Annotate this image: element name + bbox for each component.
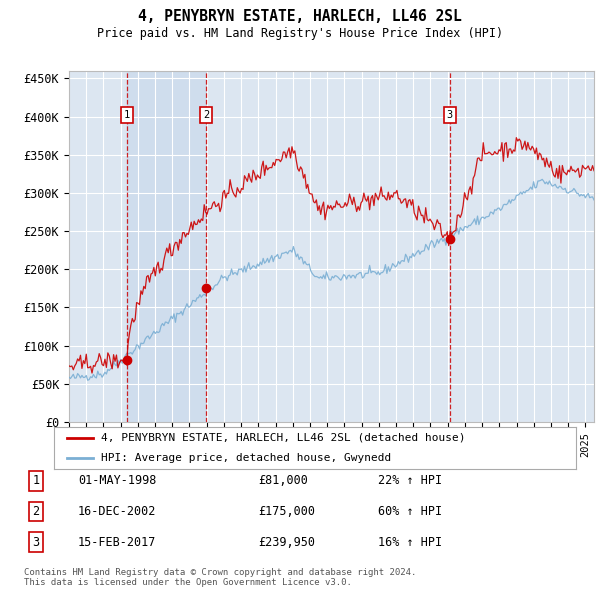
Text: 4, PENYBRYN ESTATE, HARLECH, LL46 2SL (detached house): 4, PENYBRYN ESTATE, HARLECH, LL46 2SL (d… bbox=[101, 432, 466, 442]
Text: 3: 3 bbox=[446, 110, 453, 120]
Text: £175,000: £175,000 bbox=[258, 505, 315, 518]
Text: 60% ↑ HPI: 60% ↑ HPI bbox=[378, 505, 442, 518]
Text: 15-FEB-2017: 15-FEB-2017 bbox=[78, 536, 157, 549]
Text: Price paid vs. HM Land Registry's House Price Index (HPI): Price paid vs. HM Land Registry's House … bbox=[97, 27, 503, 40]
Text: 01-MAY-1998: 01-MAY-1998 bbox=[78, 474, 157, 487]
Text: 1: 1 bbox=[32, 474, 40, 487]
Text: This data is licensed under the Open Government Licence v3.0.: This data is licensed under the Open Gov… bbox=[24, 578, 352, 587]
Text: HPI: Average price, detached house, Gwynedd: HPI: Average price, detached house, Gwyn… bbox=[101, 453, 391, 463]
Text: 22% ↑ HPI: 22% ↑ HPI bbox=[378, 474, 442, 487]
Text: 1: 1 bbox=[124, 110, 130, 120]
Text: 16% ↑ HPI: 16% ↑ HPI bbox=[378, 536, 442, 549]
Text: 16-DEC-2002: 16-DEC-2002 bbox=[78, 505, 157, 518]
Text: 3: 3 bbox=[32, 536, 40, 549]
Text: £81,000: £81,000 bbox=[258, 474, 308, 487]
Bar bbox=[127, 71, 206, 422]
Text: 2: 2 bbox=[203, 110, 209, 120]
Text: 2: 2 bbox=[32, 505, 40, 518]
Text: Contains HM Land Registry data © Crown copyright and database right 2024.: Contains HM Land Registry data © Crown c… bbox=[24, 568, 416, 577]
Text: £239,950: £239,950 bbox=[258, 536, 315, 549]
Text: 4, PENYBRYN ESTATE, HARLECH, LL46 2SL: 4, PENYBRYN ESTATE, HARLECH, LL46 2SL bbox=[138, 9, 462, 24]
